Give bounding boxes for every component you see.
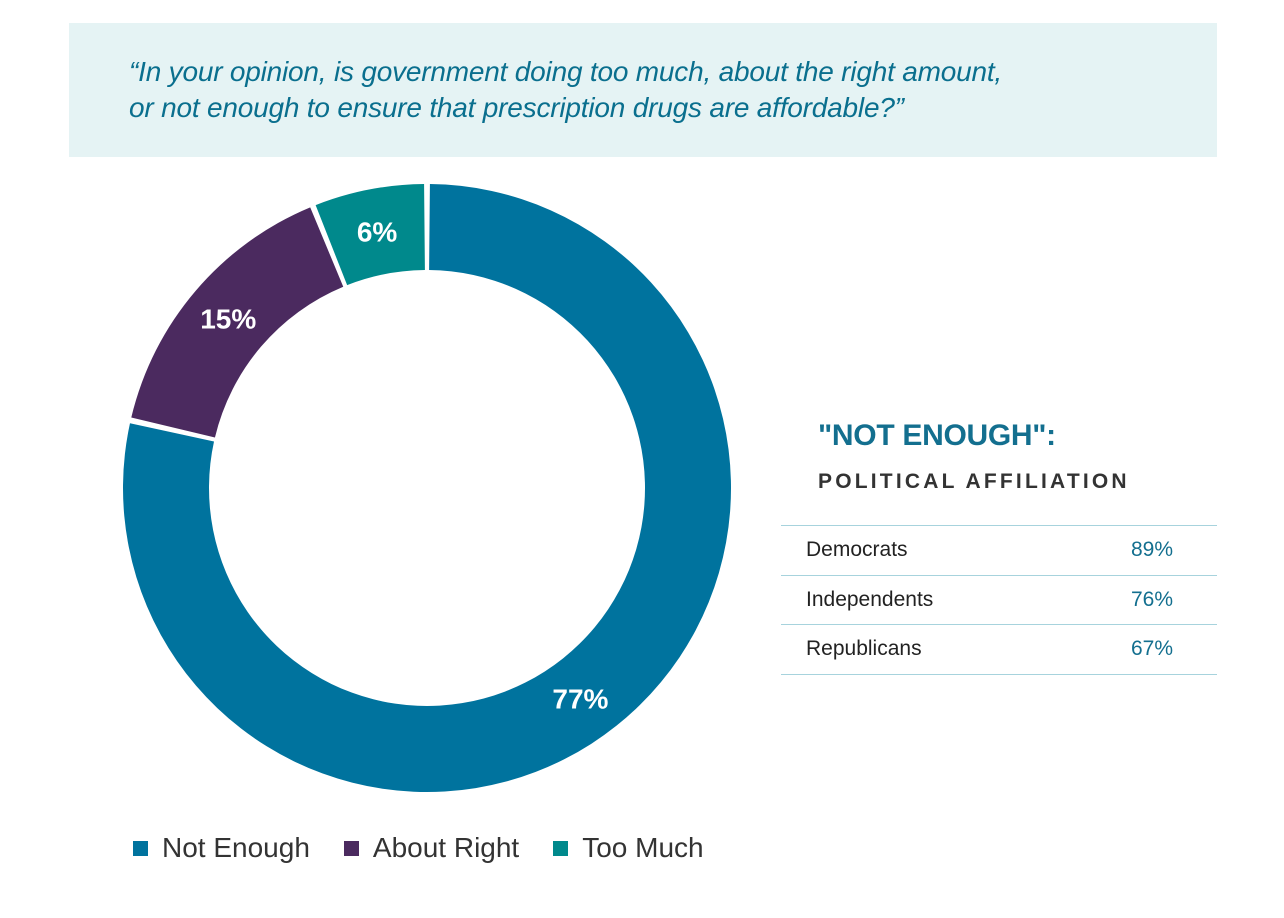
row-group: Democrats [806, 538, 908, 561]
chart-legend: Not Enough About Right Too Much [133, 832, 738, 864]
slice-label: 77% [552, 684, 608, 715]
donut-chart: 77% 15% 6% [122, 184, 731, 793]
donut-slice-about-right [131, 207, 344, 438]
question-line-1: “In your opinion, is government doing to… [129, 56, 1002, 87]
legend-label: Not Enough [162, 832, 310, 863]
table-row: Republicans 67% [781, 625, 1217, 675]
question-line-2: or not enough to ensure that prescriptio… [129, 92, 904, 123]
legend-item: Not Enough [133, 832, 310, 864]
row-group: Republicans [806, 637, 922, 660]
row-value: 76% [1130, 587, 1173, 611]
row-group: Independents [806, 587, 934, 611]
slice-label: 6% [357, 216, 398, 247]
legend-label: About Right [372, 832, 520, 863]
affiliation-title: "NOT ENOUGH": [818, 419, 1056, 452]
legend-item: Too Much [553, 832, 704, 864]
legend-item: About Right [343, 832, 520, 864]
slice-label: 15% [200, 303, 256, 334]
row-value: 67% [1130, 637, 1173, 660]
question-banner: “In your opinion, is government doing to… [69, 23, 1217, 157]
legend-swatch [343, 840, 359, 856]
table-row: Democrats 89% [781, 526, 1217, 576]
affiliation-subtitle: POLITICAL AFFILIATION [818, 470, 1130, 493]
legend-label: Too Much [582, 832, 704, 863]
donut-slice-too-much [315, 184, 425, 286]
row-value: 89% [1130, 538, 1173, 561]
legend-swatch [553, 840, 569, 856]
legend-swatch [133, 840, 148, 856]
affiliation-table: Democrats 89% Independents 76% Republica… [781, 525, 1217, 675]
table-row: Independents 76% [781, 576, 1217, 625]
